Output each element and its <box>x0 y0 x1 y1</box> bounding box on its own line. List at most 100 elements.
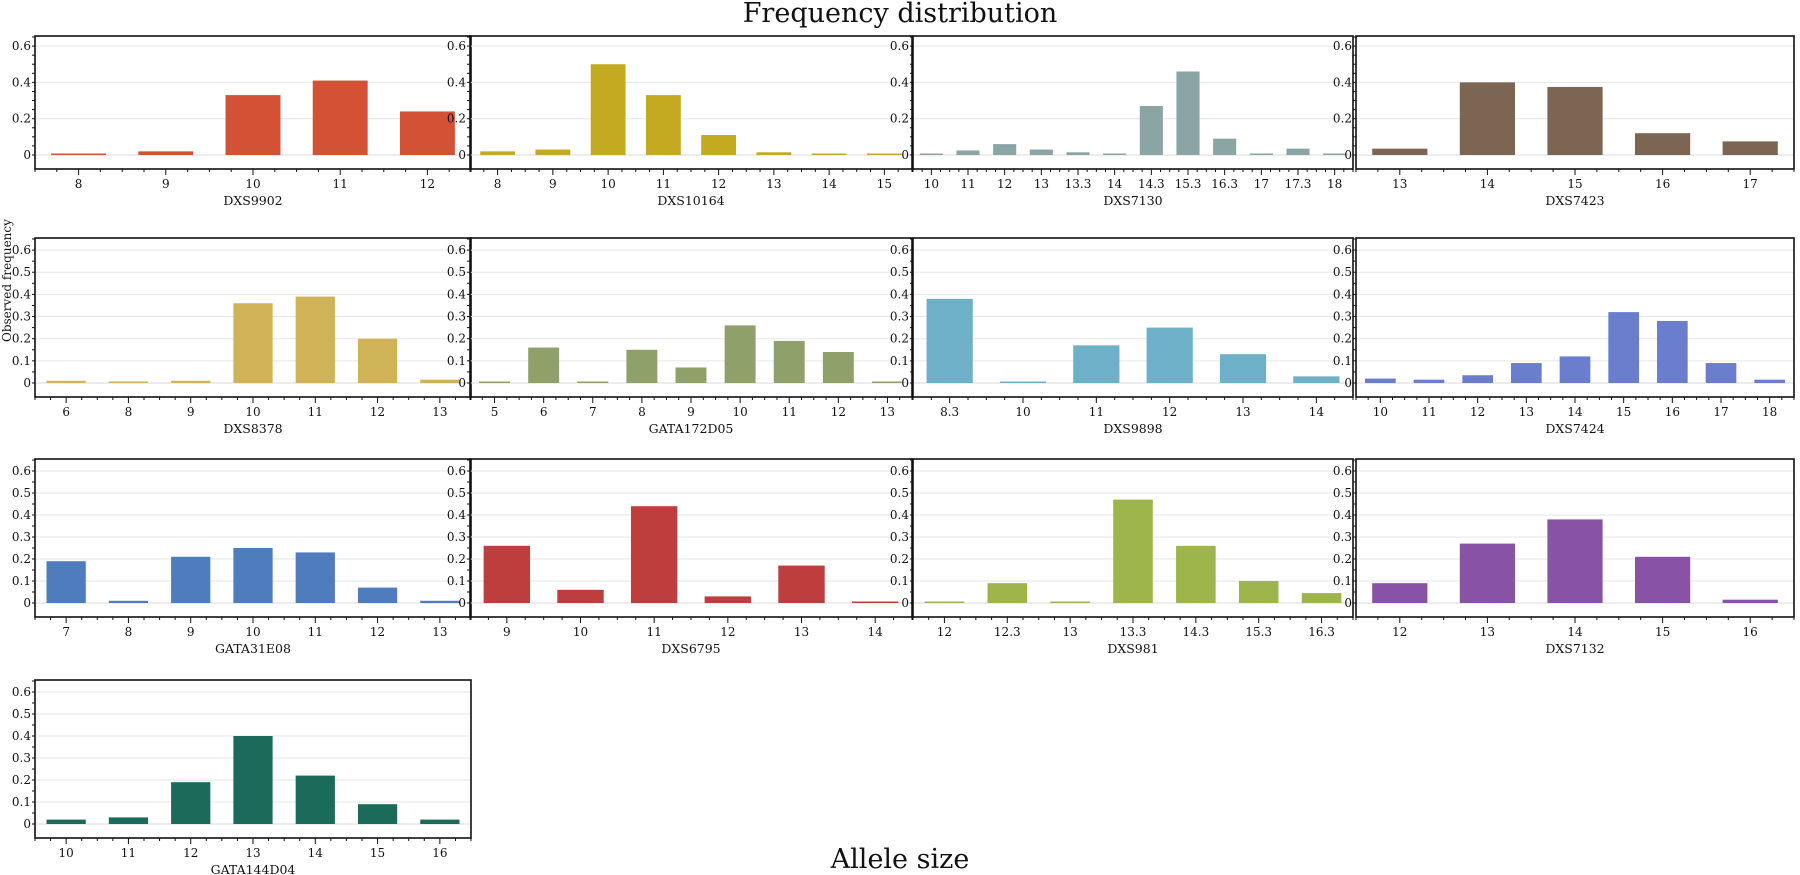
bar-15 <box>357 804 398 824</box>
y-tick-label: 0.6 <box>1333 39 1352 53</box>
x-tick-label: 15 <box>1567 177 1582 191</box>
marker-name: GATA31E08 <box>215 641 291 656</box>
bar-6 <box>46 380 86 383</box>
bar-15 <box>866 153 902 155</box>
y-tick-label: 0.4 <box>12 75 31 89</box>
bar-8.3 <box>926 298 973 383</box>
y-tick-label: 0 <box>23 148 31 162</box>
x-tick-label: 11 <box>333 177 348 191</box>
y-tick-label: 0.4 <box>447 508 466 522</box>
bar-13 <box>1029 149 1053 155</box>
x-tick-label: 13 <box>766 177 781 191</box>
x-tick-label: 10 <box>600 177 615 191</box>
bar-8 <box>480 151 516 155</box>
x-tick-label: 9 <box>162 177 170 191</box>
y-tick-label: 0.5 <box>890 265 909 279</box>
bar-17 <box>1705 363 1737 383</box>
y-tick-label: 0.4 <box>1333 508 1352 522</box>
x-tick-label: 9 <box>503 625 511 639</box>
y-tick-label: 0.6 <box>890 39 909 53</box>
y-tick-label: 0.6 <box>12 685 31 699</box>
y-tick-label: 0.6 <box>447 243 466 257</box>
x-tick-label: 11 <box>647 625 662 639</box>
y-tick-label: 0.4 <box>12 508 31 522</box>
x-tick-label: 12 <box>711 177 726 191</box>
x-tick-label: 17.3 <box>1285 177 1312 191</box>
bar-9 <box>171 556 211 603</box>
x-tick-label: 6 <box>62 405 70 419</box>
y-tick-label: 0 <box>23 817 31 831</box>
y-tick-label: 0.2 <box>12 773 31 787</box>
bar-11 <box>1413 379 1445 383</box>
bar-16 <box>1657 320 1688 383</box>
bar-10 <box>233 303 273 383</box>
y-tick-label: 0.3 <box>1333 310 1352 324</box>
bar-14 <box>295 775 335 824</box>
bar-13 <box>1219 354 1267 383</box>
x-tick-label: 5 <box>491 405 499 419</box>
y-tick-label: 0.4 <box>890 287 909 301</box>
x-tick-label: 13 <box>880 405 895 419</box>
x-tick-label: 13 <box>245 846 260 860</box>
x-tick-label: 13 <box>432 625 447 639</box>
bar-18 <box>1754 379 1785 383</box>
y-tick-label: 0.1 <box>890 354 909 368</box>
panel-dxs9902: 0 0.2 0.4 0.6 8 9 10 11 12 DXS9902 <box>12 35 472 208</box>
y-tick-label: 0.4 <box>447 75 466 89</box>
y-tick-label: 0.1 <box>12 795 31 809</box>
x-tick-label: 17 <box>1254 177 1269 191</box>
y-tick-label: 0 <box>901 148 909 162</box>
bar-12.3 <box>987 583 1028 603</box>
x-tick-label: 14 <box>1567 625 1583 639</box>
x-tick-label: 18 <box>1762 405 1777 419</box>
x-tick-label: 16 <box>1665 405 1680 419</box>
x-tick-label: 12 <box>997 177 1012 191</box>
x-tick-label: 14 <box>868 625 884 639</box>
bar-9 <box>138 151 194 155</box>
x-tick-label: 16 <box>432 846 447 860</box>
x-tick-label: 8 <box>125 625 133 639</box>
y-tick-label: 0.3 <box>447 530 466 544</box>
y-tick-label: 0.4 <box>1333 287 1352 301</box>
marker-name: DXS8378 <box>223 421 282 436</box>
marker-name: DXS7132 <box>1545 641 1604 656</box>
marker-name: DXS7423 <box>1545 193 1604 208</box>
x-tick-label: 14 <box>1480 177 1496 191</box>
y-tick-label: 0.2 <box>1333 332 1352 346</box>
x-tick-label: 12 <box>937 625 952 639</box>
y-tick-label: 0.5 <box>447 486 466 500</box>
marker-name: DXS9902 <box>223 193 282 208</box>
x-tick-label: 17 <box>1713 405 1728 419</box>
y-tick-label: 0.4 <box>890 75 909 89</box>
bar-12 <box>357 587 398 603</box>
x-tick-label: 11 <box>656 177 671 191</box>
bar-16 <box>1635 133 1691 155</box>
y-tick-label: 0.6 <box>1333 243 1352 257</box>
x-tick-label: 11 <box>782 405 797 419</box>
panel-gata31e08: 0 0.1 0.2 0.3 0.4 0.5 0.6 7 8 9 10 11 12 13 GATA31E08 <box>12 458 472 656</box>
x-tick-label: 13.3 <box>1120 625 1147 639</box>
y-tick-label: 0.3 <box>12 530 31 544</box>
x-tick-label: 6 <box>540 405 548 419</box>
bar-13 <box>1511 363 1542 383</box>
x-tick-label: 8 <box>125 405 133 419</box>
x-tick-label: 13 <box>1034 177 1049 191</box>
x-tick-label: 14.3 <box>1182 625 1209 639</box>
x-tick-label: 11 <box>308 405 323 419</box>
bar-17 <box>1722 141 1778 155</box>
x-tick-label: 12 <box>1162 405 1177 419</box>
panel-frame <box>469 458 913 618</box>
panel-dxs7130: 0 0.2 0.4 0.6 10 11 12 13 13.3 14 14.3 15.3 16.3 17 17… <box>890 35 1354 208</box>
x-tick-label: 16 <box>1743 625 1758 639</box>
x-tick-label: 7 <box>62 625 70 639</box>
bar-10 <box>999 381 1047 383</box>
y-tick-label: 0.1 <box>890 574 909 588</box>
bar-10 <box>225 95 281 155</box>
bar-15.3 <box>1176 71 1200 155</box>
bar-8 <box>108 381 149 383</box>
marker-name: DXS10164 <box>657 193 724 208</box>
y-tick-label: 0.1 <box>12 574 31 588</box>
bar-13 <box>871 381 903 383</box>
x-tick-label: 14 <box>1309 405 1325 419</box>
